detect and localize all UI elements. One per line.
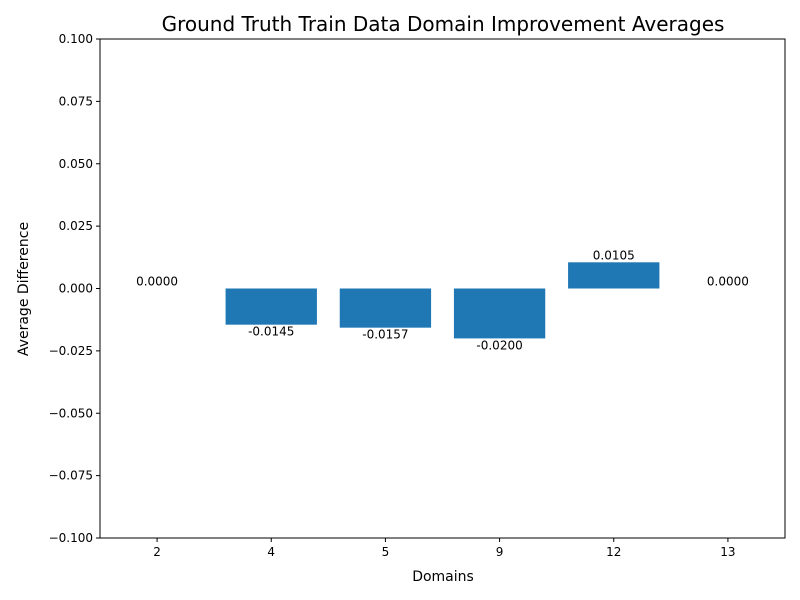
x-tick-label: 2: [153, 545, 161, 559]
data-label: -0.0157: [362, 328, 408, 342]
x-tick-label: 4: [267, 545, 275, 559]
y-tick-label: 0.100: [59, 32, 93, 46]
chart-title: Ground Truth Train Data Domain Improveme…: [162, 12, 725, 36]
y-tick-label: 0.075: [59, 94, 93, 108]
plot-area: −0.100 −0.075 −0.050 −0.025 0.000 0.025 0.050 0…: [49, 32, 786, 559]
x-axis-label: Domains: [412, 569, 474, 585]
y-tick-label: −0.050: [49, 406, 93, 420]
bar: [453, 288, 546, 339]
bar: [339, 288, 432, 328]
bar: [225, 288, 317, 325]
x-tick-label: 12: [606, 545, 621, 559]
y-tick-label: 0.025: [59, 219, 93, 233]
y-tick-label: −0.100: [49, 531, 93, 545]
y-axis-label: Average Difference: [16, 222, 32, 356]
data-label: 0.0105: [593, 248, 635, 262]
y-tick-label: 0.050: [59, 157, 93, 171]
x-tick-label: 13: [720, 545, 735, 559]
y-tick-label: 0.000: [59, 282, 93, 296]
data-label: -0.0200: [476, 338, 522, 352]
y-tick-label: −0.075: [49, 469, 93, 483]
bar: [568, 262, 660, 289]
data-label: -0.0145: [248, 325, 294, 339]
data-label: 0.0000: [707, 275, 749, 289]
y-tick-label: −0.025: [49, 344, 93, 358]
data-label: 0.0000: [136, 275, 178, 289]
plot-frame: [99, 38, 786, 539]
x-tick-label: 9: [496, 545, 504, 559]
x-tick-label: 5: [382, 545, 390, 559]
